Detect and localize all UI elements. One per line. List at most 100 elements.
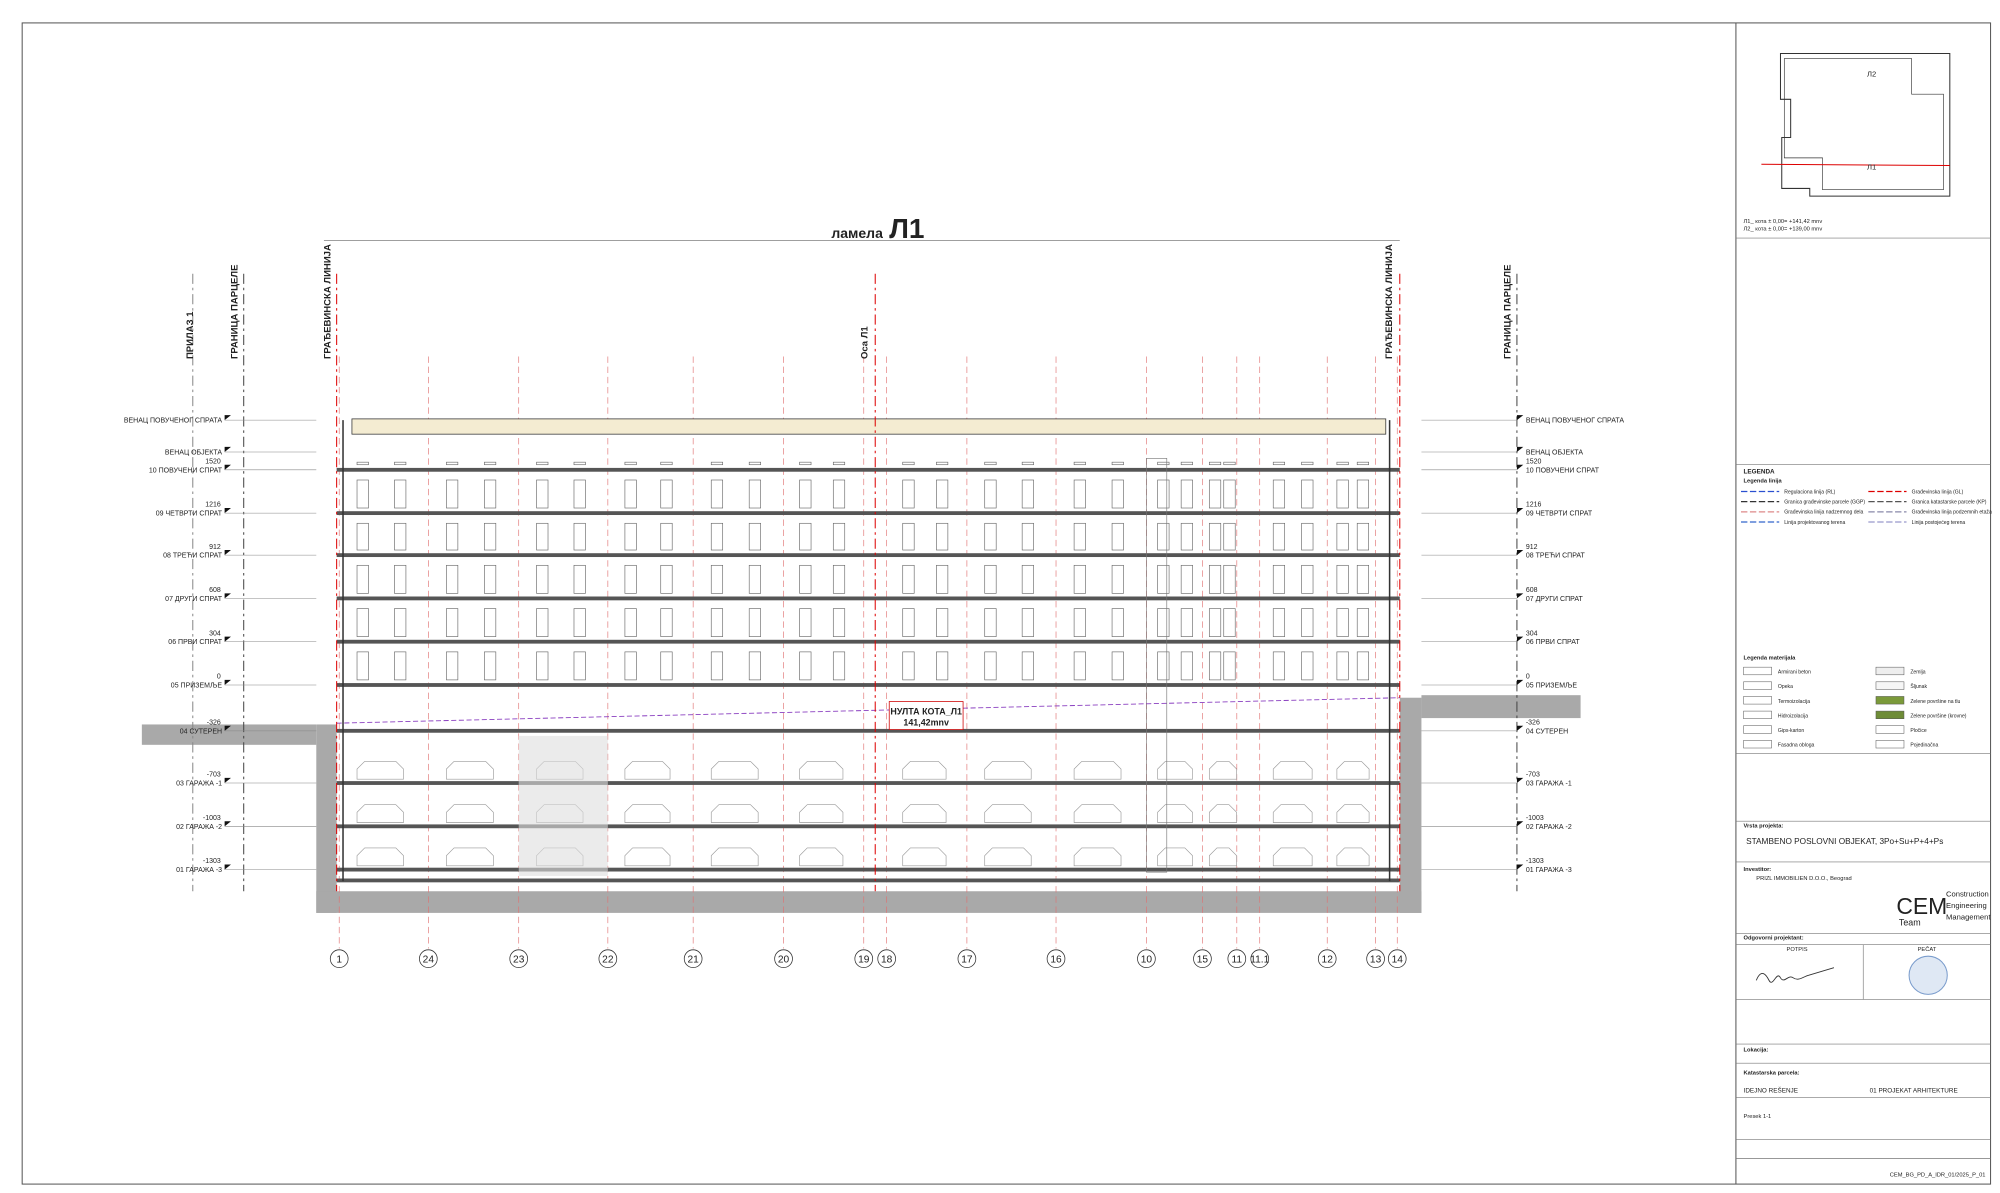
- axis-bubble: [1250, 949, 1270, 969]
- level-name: 07 ДРУГИ СПРАТ: [1526, 596, 1584, 603]
- level-name: 03 ГАРАЖА -1: [176, 781, 222, 788]
- axis-bubble: [1387, 949, 1407, 969]
- car: [1208, 804, 1237, 823]
- window: [984, 564, 997, 594]
- floor-slab: [336, 596, 1400, 601]
- window: [356, 564, 369, 594]
- window: [1223, 461, 1236, 466]
- axis-bubble: [957, 949, 977, 969]
- level-name: ВЕНАЦ ПОВУЧЕНОГ СПРАТА: [1526, 418, 1625, 425]
- window: [902, 651, 915, 681]
- stamp: [1908, 955, 1948, 995]
- window: [1021, 651, 1034, 681]
- level-mark: 1216: [1526, 502, 1542, 509]
- axis-bubble: [1366, 949, 1385, 969]
- level-name: 07 ДРУГИ СПРАТ: [165, 596, 223, 603]
- window: [710, 479, 724, 509]
- floor-slab: [336, 728, 1400, 733]
- slab-bottom: [336, 878, 1400, 883]
- car: [984, 804, 1032, 823]
- axis-bubble: [1193, 949, 1212, 969]
- window: [1157, 608, 1170, 637]
- level-mark: -326: [207, 719, 221, 726]
- car: [902, 761, 947, 780]
- window: [1157, 479, 1170, 509]
- floor-slab: [336, 511, 1400, 516]
- window: [1208, 461, 1222, 466]
- window: [1111, 479, 1124, 509]
- keyplan-note: Л1_ кота ± 0,00= +141,42 mnv: [1744, 219, 1823, 225]
- car: [799, 804, 844, 823]
- window: [394, 651, 407, 681]
- car: [710, 847, 759, 867]
- car: [624, 761, 671, 780]
- logo-sub: Team: [1899, 918, 1921, 928]
- car: [710, 804, 759, 823]
- logo-main: CEM: [1896, 893, 1947, 919]
- zero-label: НУЛТА КОТА_Л1: [890, 706, 962, 716]
- window: [536, 564, 549, 594]
- car: [799, 761, 844, 780]
- ramp-shade: [518, 735, 608, 876]
- legend-swatch: [1743, 666, 1772, 676]
- window: [1111, 461, 1124, 466]
- ground-right: [1421, 695, 1581, 719]
- axis-label: 10: [1141, 955, 1153, 966]
- vertical-label: ГРАНИЦА ПАРЦЕЛЕ: [229, 265, 240, 360]
- window: [1021, 461, 1034, 466]
- level-name: 01 ГАРАЖА -3: [176, 867, 222, 874]
- window: [1223, 479, 1236, 509]
- window: [902, 564, 915, 594]
- window: [356, 479, 369, 509]
- window: [394, 522, 407, 551]
- level-marker: [1516, 864, 1524, 870]
- level-mark: 608: [209, 587, 221, 594]
- legend-text: Građevinska linija podzemnih etaža: [1912, 510, 1992, 516]
- window: [1301, 564, 1314, 594]
- level-name: 10 ПОВУЧЕНИ СПРАТ: [149, 467, 223, 474]
- legend-swatch: [1743, 725, 1772, 734]
- car: [356, 847, 404, 867]
- floor-slab: [336, 467, 1400, 472]
- window: [1073, 564, 1086, 594]
- logo-line: Management: [1946, 912, 1991, 921]
- window: [1021, 564, 1034, 594]
- field-value: 01 PROJEKAT ARHITEKTURE: [1870, 1087, 1958, 1094]
- level-name: 05 ПРИЗЕМЉЕ: [1526, 683, 1578, 690]
- axis-bubble: [329, 949, 349, 969]
- car: [1272, 761, 1313, 780]
- axis-bubble: [1137, 949, 1156, 969]
- legend-text: Linija postojećeg terena: [1912, 520, 1966, 526]
- car: [1157, 804, 1193, 823]
- level-name: 06 ПРВИ СПРАТ: [168, 639, 222, 646]
- window: [394, 564, 407, 594]
- level-name: 08 ТРЕЋИ СПРАТ: [163, 553, 223, 560]
- legend-text: Linija projektovanog terena: [1784, 520, 1845, 526]
- window: [1301, 479, 1314, 509]
- window: [1336, 564, 1349, 594]
- car: [902, 847, 947, 867]
- window: [484, 564, 497, 594]
- footer-code: CEM_BG_PD_A_IDR_01/2025_P_01: [1890, 1172, 1986, 1178]
- window: [1111, 522, 1124, 551]
- field-value: PRIZL IMMOBILIEN D.O.O., Beograd: [1756, 876, 1851, 882]
- window: [1073, 461, 1086, 466]
- window: [799, 564, 812, 594]
- level-marker: [1516, 593, 1524, 599]
- vertical-label: Оса Л1: [860, 326, 871, 359]
- window: [1223, 564, 1236, 594]
- window: [1208, 651, 1222, 681]
- logo-line: Engineering: [1946, 901, 1987, 910]
- window: [1180, 564, 1193, 594]
- window: [660, 522, 673, 551]
- window: [799, 651, 812, 681]
- window: [356, 608, 369, 637]
- legend-swatch: [1875, 725, 1905, 734]
- window: [1157, 564, 1170, 594]
- legend-swatch: [1875, 740, 1905, 749]
- window: [573, 522, 586, 551]
- window: [484, 651, 497, 681]
- window: [1272, 522, 1286, 551]
- level-name: 02 ГАРАЖА -2: [1526, 824, 1572, 831]
